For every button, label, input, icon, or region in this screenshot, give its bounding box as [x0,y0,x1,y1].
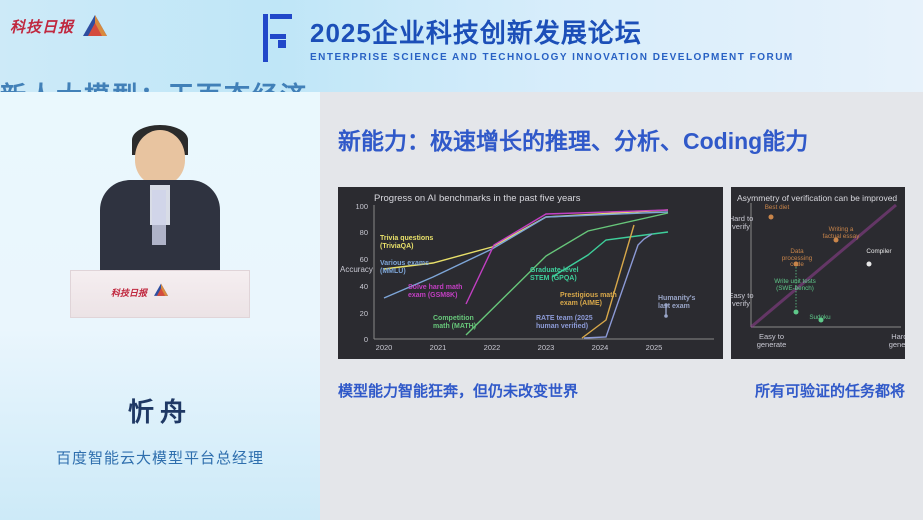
left-caption: 模型能力智能狂奔，但仍未改变世界 [338,380,578,401]
svg-text:80: 80 [360,228,368,237]
event-title-cn: 2025企业科技创新发展论坛 [310,13,794,50]
podium-paper-logo-text: 科技日报 [111,286,147,299]
ctif-logo-icon [230,10,300,66]
event-title-group: 2025企业科技创新发展论坛 ENTERPRISE SCIENCE AND TE… [230,10,794,66]
svg-text:2022: 2022 [484,343,501,352]
charts-row: Progress on AI benchmarks in the past fi… [338,187,905,359]
svg-text:2021: 2021 [430,343,447,352]
right-chart-yaxis-top-label: Hard to verify [731,215,759,232]
svg-text:2024: 2024 [592,343,609,352]
svg-text:100: 100 [355,202,368,211]
screenshot-root: 科技日报 2025企业科技创新发展论坛 [0,0,923,520]
scatter-label-sudoku: Sudoku [801,315,839,322]
top-banner: 科技日报 2025企业科技创新发展论坛 [0,0,923,92]
svg-text:20: 20 [360,309,368,318]
podium-logo-group: 科技日报 [111,283,169,302]
ai-benchmarks-chart[interactable]: Progress on AI benchmarks in the past fi… [338,187,723,359]
verification-asymmetry-chart[interactable]: Asymmetry of verification can be improve… [731,187,905,359]
svg-text:0: 0 [364,335,368,344]
event-title-en: ENTERPRISE SCIENCE AND TECHNOLOGY INNOVA… [310,52,794,63]
presenter-name-text: 忻舟 [0,392,320,429]
right-chart-yaxis-bottom-label: Easy to verify [731,292,759,309]
caption-row: 模型能力智能狂奔，但仍未改变世界 所有可验证的任务都将 [338,380,905,401]
right-chart-xaxis-left-label: Easy to generate [749,333,794,350]
slide-panel: 新能力：极速增长的推理、分析、Coding能力 Progress on AI b… [320,92,923,520]
presenter-photo: 科技日报 [60,130,260,310]
presenter-panel: 科技日报 忻舟 百度智能云大模型平台总经理 [0,92,320,520]
scatter-label-unit-tests: Write unit tests (SWE-bench) [771,279,819,292]
scatter-label-compiler: Compiler [859,249,899,256]
paper-logo-group: 科技日报 [10,14,108,38]
event-title-text-block: 2025企业科技创新发展论坛 ENTERPRISE SCIENCE AND TE… [310,13,794,63]
svg-text:2020: 2020 [376,343,393,352]
svg-text:40: 40 [360,282,368,291]
podium-triangle-logo-icon [153,283,169,302]
paper-logo-text: 科技日报 [10,16,74,37]
svg-text:2023: 2023 [538,343,555,352]
triangle-logo-icon [82,14,108,38]
svg-text:60: 60 [360,255,368,264]
slide-title-text: 新能力：极速增长的推理、分析、Coding能力 [338,122,808,156]
right-caption: 所有可验证的任务都将 [755,380,905,401]
podium: 科技日报 [70,270,250,318]
svg-text:2025: 2025 [646,343,663,352]
right-chart-xaxis-right-label: Hard to generate [881,333,905,350]
scatter-label-factual-essay: Writing a factual essay [821,227,861,240]
scatter-label-data-processing: Data processing code [776,249,818,269]
scatter-label-best-diet: Best diet [759,205,795,212]
presenter-title-text: 百度智能云大模型平台总经理 [0,447,320,468]
